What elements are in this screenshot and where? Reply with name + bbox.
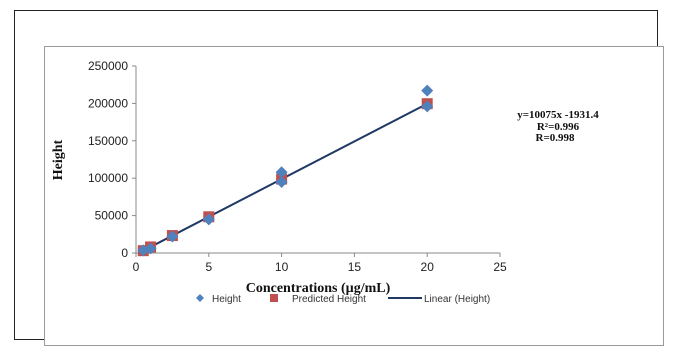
- height-point: [421, 84, 434, 97]
- x-tick-label: 5: [205, 260, 212, 274]
- height-point: [275, 166, 288, 179]
- legend-predicted-marker: [270, 294, 278, 302]
- x-tick-label: 10: [275, 260, 289, 274]
- axes: [132, 65, 501, 257]
- legend: Height Predicted Height Linear (Height): [196, 294, 490, 305]
- plot-marks: [137, 84, 434, 257]
- x-tick-label: 0: [133, 260, 140, 274]
- legend-linear-label: Linear (Height): [424, 294, 490, 305]
- tick-labels: 0 50000 100000 150000 200000 250000 0 5 10 15 20 25: [88, 59, 507, 274]
- y-tick-label: 250000: [88, 59, 128, 73]
- x-tick-label: 20: [421, 260, 435, 274]
- legend-height-marker: [196, 294, 204, 302]
- x-axis-title: Concentrations (µg/mL): [246, 281, 391, 296]
- x-tick-label: 25: [493, 260, 507, 274]
- y-tick-label: 200000: [88, 96, 128, 110]
- y-tick-label: 150000: [88, 134, 128, 148]
- height-point: [202, 213, 215, 226]
- y-tick-label: 50000: [95, 209, 129, 223]
- height-point: [421, 100, 434, 113]
- y-tick-label: 100000: [88, 171, 128, 185]
- trendline-equation: y=10075x -1931.4: [517, 109, 599, 121]
- y-tick-label: 0: [121, 246, 128, 260]
- chart-frame: [44, 46, 664, 346]
- legend-height-label: Height: [212, 294, 241, 305]
- r-squared-label: R²=0.996: [537, 121, 580, 133]
- height-point: [275, 175, 288, 188]
- legend-predicted-label: Predicted Height: [292, 294, 366, 305]
- x-tick-label: 15: [348, 260, 362, 274]
- y-axis-title: Height: [51, 139, 66, 180]
- r-label: R=0.998: [536, 132, 575, 144]
- height-point: [144, 242, 157, 255]
- calibration-chart: 0 50000 100000 150000 200000 250000 0 5 10 15 20 25…: [51, 59, 599, 305]
- height-point: [166, 230, 179, 243]
